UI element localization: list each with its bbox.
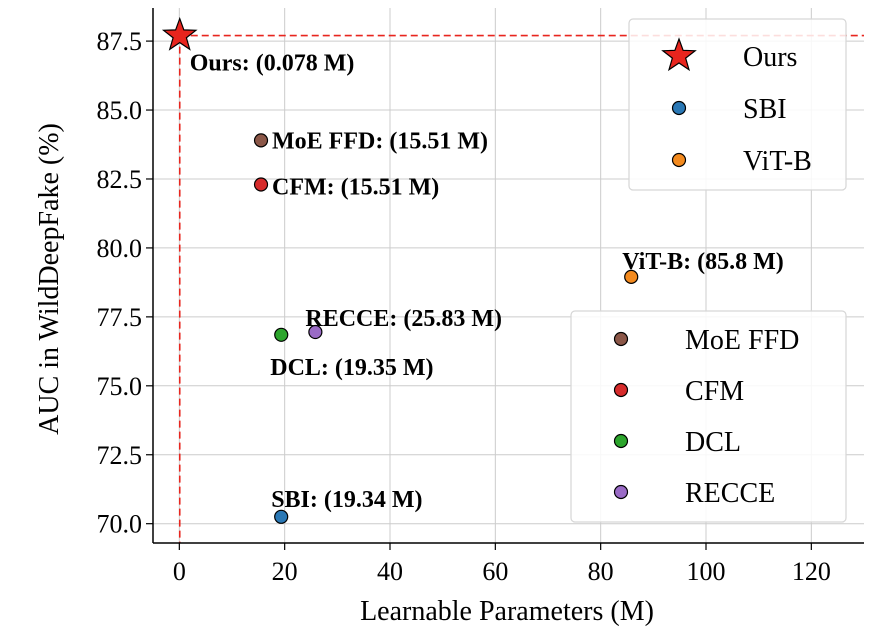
legend-marker-cfm (613, 382, 629, 398)
legend-label-sbi: SBI (743, 94, 787, 125)
legend-box (628, 18, 847, 191)
legend-label-moe-ffd: MoE FFD (685, 325, 799, 356)
point-sbi (274, 509, 289, 524)
data-label-recce: RECCE: (25.83 M) (305, 306, 502, 332)
data-label-ours: Ours: (0.078 M) (190, 51, 355, 77)
point-dcl (274, 327, 289, 342)
y-tick-label: 87.5 (97, 27, 143, 56)
legend-label-dcl: DCL (685, 427, 741, 458)
y-axis-title: AUC in WildDeepFake (%) (34, 123, 65, 435)
data-label-dcl: DCL: (19.35 M) (270, 355, 433, 381)
legend-marker-dcl (613, 433, 629, 449)
point-ours-star (161, 16, 198, 51)
legend-label-vit-b: ViT-B (743, 146, 812, 177)
point-moe-ffd (253, 133, 269, 148)
data-label-sbi: SBI: (19.34 M) (271, 487, 422, 513)
y-tick-label: 75.0 (97, 372, 143, 401)
data-label-cfm: CFM: (15.51 M) (272, 174, 439, 200)
x-axis-title: Learnable Parameters (M) (360, 596, 654, 627)
x-tick-label: 20 (272, 557, 298, 586)
data-label-moe-ffd: MoE FFD: (15.51 M) (272, 128, 488, 154)
x-tick-label: 60 (482, 557, 508, 586)
point-vit-b (624, 269, 639, 284)
y-tick-label: 77.5 (97, 303, 143, 332)
x-tick-label: 0 (173, 557, 186, 586)
x-tick-label: 80 (588, 557, 614, 586)
legend-marker-sbi (671, 100, 687, 116)
point-recce (308, 324, 323, 340)
x-tick-label: 120 (792, 557, 831, 586)
legend-label-recce: RECCE (685, 478, 775, 509)
y-tick-label: 82.5 (97, 165, 143, 194)
legend-bottom-right: MoE FFD CFM DCL RECCE (570, 310, 847, 523)
legend-top-right: Ours SBI ViT-B (628, 18, 847, 191)
legend-marker-vit-b (671, 152, 687, 168)
legend-marker-ours (661, 37, 697, 72)
point-cfm (253, 177, 269, 192)
legend-marker-recce (613, 484, 629, 500)
legend-label-ours: Ours (743, 42, 797, 73)
y-tick-label: 70.0 (97, 510, 143, 539)
y-tick-label: 72.5 (97, 441, 143, 470)
x-tick-label: 40 (377, 557, 403, 586)
y-tick-label: 80.0 (97, 234, 143, 263)
legend-label-cfm: CFM (685, 376, 744, 407)
legend-marker-moe-ffd (613, 331, 629, 347)
y-tick-label: 85.0 (97, 96, 143, 125)
x-tick-label: 100 (687, 557, 726, 586)
legend-box (570, 310, 847, 523)
data-label-vit-b: ViT-B: (85.8 M) (622, 249, 784, 275)
